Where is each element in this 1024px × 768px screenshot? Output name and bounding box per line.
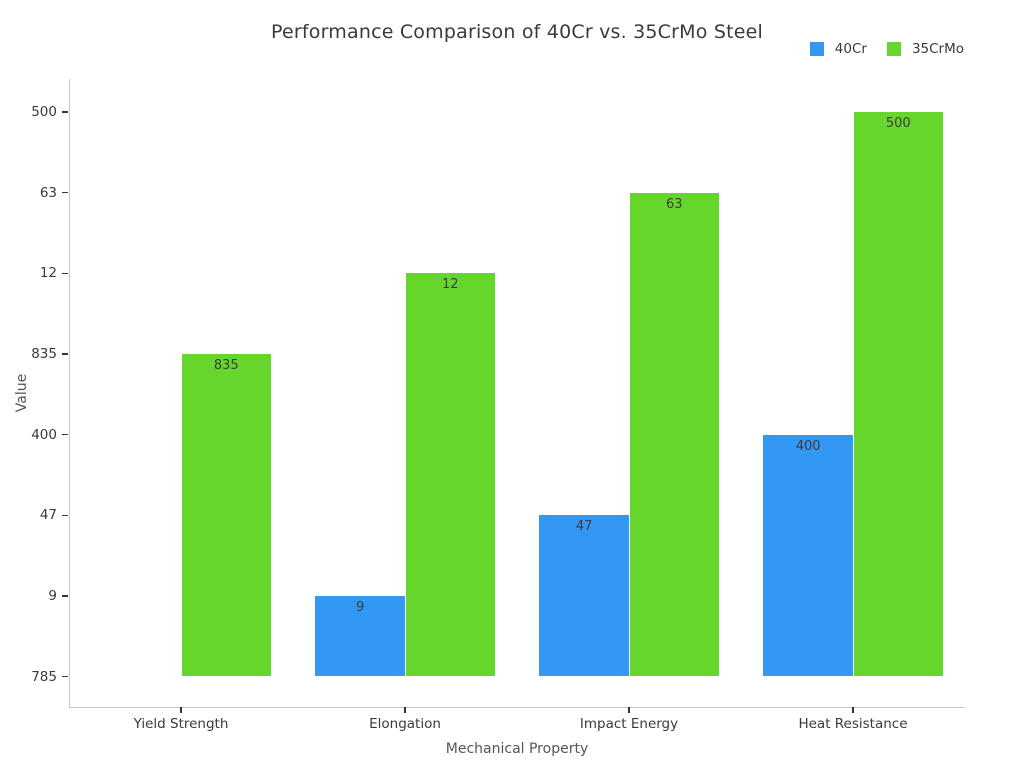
- x-axis-label: Mechanical Property: [445, 741, 589, 757]
- y-tick-mark: [62, 191, 68, 194]
- y-tick-mark: [62, 514, 68, 516]
- bar-value-label: 500: [885, 116, 911, 132]
- y-tick-mark: [62, 433, 68, 436]
- legend-swatch-icon: [809, 42, 824, 56]
- bar-40cr-heat-resistance: 400: [763, 434, 853, 677]
- bar-35crmo-heat-resistance: 500: [854, 112, 943, 677]
- x-tick-mark: [852, 707, 854, 713]
- y-tick-mark: [62, 111, 68, 113]
- x-tick-label-yield-strength: Yield Strength: [133, 716, 229, 732]
- chart-title: Performance Comparison of 40Cr vs. 35CrM…: [271, 21, 763, 43]
- bar-35crmo-elongation: 12: [406, 273, 495, 677]
- bar-value-label: 9: [356, 599, 365, 615]
- y-axis-spine: [69, 79, 70, 707]
- y-tick-mark: [62, 272, 68, 274]
- legend-label: 40Cr: [834, 41, 867, 57]
- y-tick-label: 400: [31, 426, 57, 443]
- y-tick-label: 785: [31, 668, 57, 685]
- y-axis-label: Value: [14, 373, 30, 413]
- bar-35crmo-yield-strength: 835: [182, 353, 271, 677]
- bar-value-label: 12: [442, 277, 459, 293]
- legend-item-35crmo: 35CrMo: [886, 41, 964, 57]
- x-tick-mark: [628, 707, 630, 713]
- bar-40cr-impact-energy: 47: [539, 515, 629, 677]
- x-axis-spine: [69, 707, 965, 708]
- bar-35crmo-impact-energy: 63: [630, 192, 719, 677]
- bar-40cr-elongation: 9: [315, 595, 405, 677]
- y-tick-mark: [62, 595, 68, 597]
- legend-swatch-icon: [886, 42, 901, 56]
- legend-label: 35CrMo: [911, 41, 964, 57]
- bar-value-label: 47: [575, 519, 593, 535]
- y-tick-mark: [62, 353, 68, 355]
- bar-value-label: 63: [666, 196, 683, 212]
- y-tick-label: 47: [39, 507, 57, 524]
- x-tick-label-heat-resistance: Heat Resistance: [798, 716, 908, 732]
- y-tick-label: 63: [39, 184, 57, 201]
- x-tick-label-elongation: Elongation: [369, 716, 441, 732]
- y-tick-mark: [62, 675, 68, 678]
- y-tick-label: 9: [48, 587, 57, 604]
- y-tick-label: 12: [39, 265, 57, 282]
- x-tick-mark: [180, 707, 182, 713]
- legend: 40Cr 35CrMo: [809, 41, 964, 57]
- y-tick-label: 835: [31, 345, 57, 362]
- bar-value-label: 400: [795, 438, 821, 454]
- y-tick-label: 500: [31, 104, 57, 121]
- x-tick-label-impact-energy: Impact Energy: [579, 716, 679, 732]
- legend-item-40cr: 40Cr: [809, 41, 867, 57]
- x-tick-mark: [404, 707, 406, 713]
- bar-value-label: 835: [213, 357, 239, 373]
